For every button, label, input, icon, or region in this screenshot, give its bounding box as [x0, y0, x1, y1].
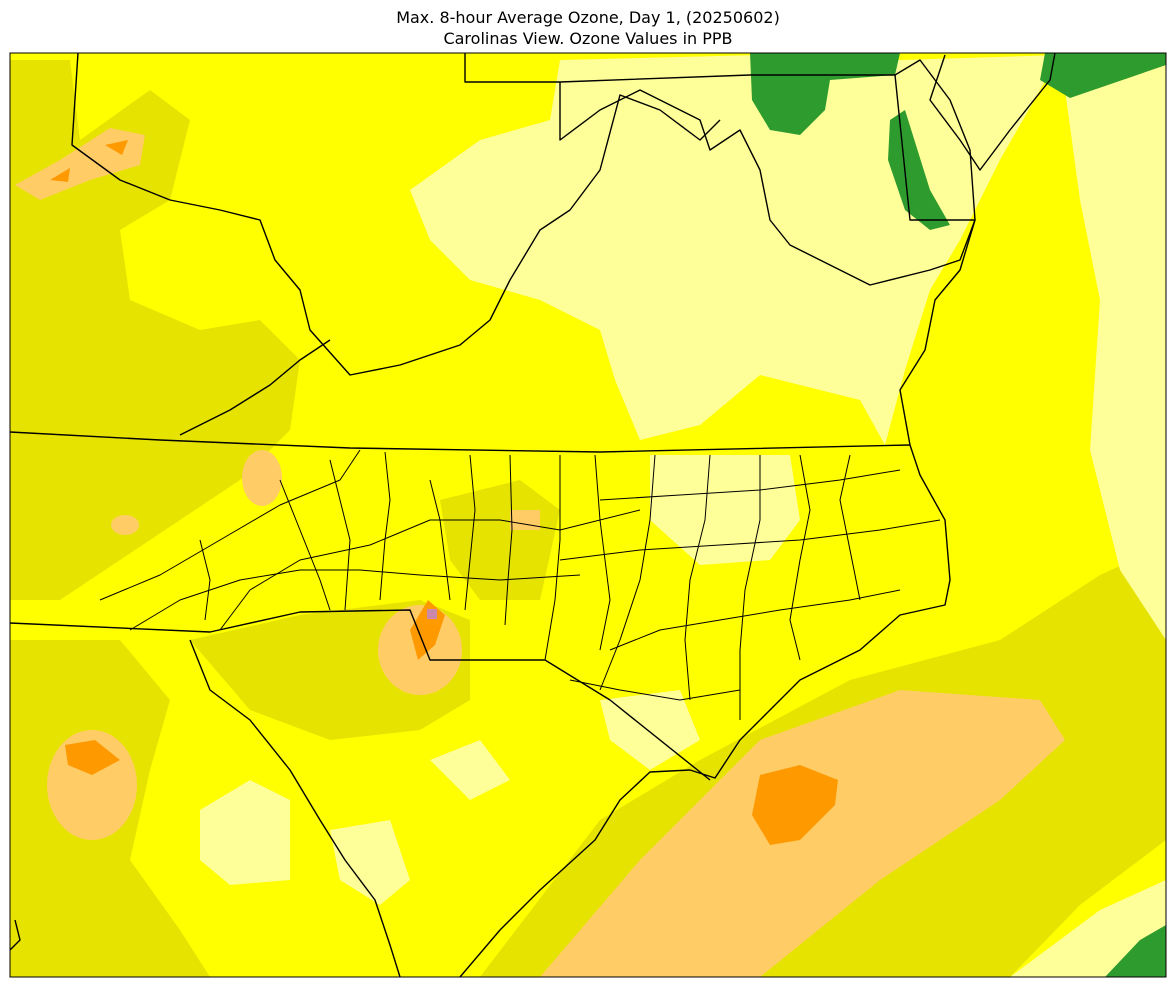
- state-boundary: [10, 431, 911, 453]
- state-boundary: [464, 53, 976, 286]
- contour-band: [752, 765, 838, 845]
- contour-band: [65, 740, 120, 775]
- coastline: [459, 444, 951, 977]
- contour-band: [750, 53, 900, 135]
- contour-band: [1040, 53, 1166, 98]
- state-boundary: [179, 339, 331, 436]
- state-boundary: [10, 609, 711, 781]
- contour-band: [242, 450, 282, 506]
- contour-band: [1060, 53, 1166, 640]
- map-frame: [9, 52, 1167, 978]
- contour-band: [10, 60, 300, 600]
- contour-band: [1010, 880, 1166, 977]
- contour-band: [427, 609, 437, 619]
- contour-band: [330, 820, 410, 905]
- contour-band: [50, 140, 128, 182]
- map-area: [10, 53, 1166, 977]
- contour-band: [111, 515, 139, 535]
- contour-band: [600, 690, 700, 770]
- state-boundary: [10, 919, 21, 951]
- county-boundaries: [99, 449, 941, 720]
- contour-band: [200, 780, 290, 885]
- contour-band: [510, 510, 540, 530]
- contour-band: [888, 110, 950, 230]
- contour-band: [430, 740, 510, 800]
- state-boundary: [929, 53, 1056, 171]
- contour-band: [650, 455, 800, 565]
- state-boundary: [71, 53, 721, 376]
- map-subtitle: Carolinas View. Ozone Values in PPB: [443, 29, 732, 48]
- state-boundary: [189, 639, 401, 977]
- map-title: Max. 8-hour Average Ozone, Day 1, (20250…: [396, 8, 780, 27]
- state-boundary: [894, 59, 976, 446]
- contour-band: [1105, 925, 1166, 977]
